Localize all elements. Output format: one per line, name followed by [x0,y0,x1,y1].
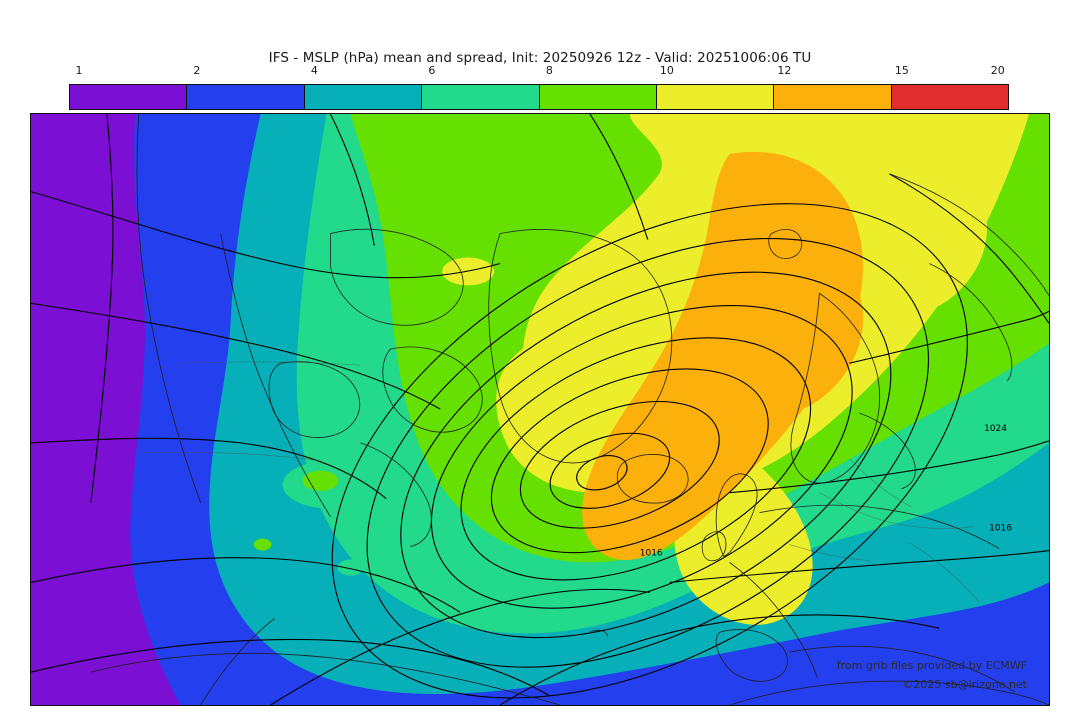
spread-band-12-15-tail [740,251,864,414]
spread-blob-green-small-3 [253,538,272,551]
coast-ireland [701,531,727,562]
coast-britain [715,473,758,558]
coastlines [90,114,1049,705]
contour-sweep-8 [669,549,1049,583]
border-na-1 [180,361,361,366]
colorbar-tick-6: 6 [428,64,436,77]
coast-iberia [715,629,788,682]
contour-sweep-13 [329,114,375,246]
coast-svalbard [768,229,803,259]
spread-blob-green-small-1 [336,508,369,527]
coast-eastcoast-us [220,233,331,517]
contour-ring-8 [366,237,929,668]
contour-sweep-12 [589,114,649,240]
colorbar-tick-20: 20 [990,64,1005,77]
spread-blob-green-west-core [302,470,339,491]
colorbar-tick-10: 10 [659,64,674,77]
border-eu-3 [789,544,870,561]
contour-sweep-4 [31,557,461,613]
political-borders [140,361,980,603]
colorbar-band-10-12 [656,85,775,109]
colorbar-band-1-2 [70,85,188,109]
colorbar-tick-12: 12 [777,64,792,77]
coast-iceland [616,454,689,504]
coast-scandinavia [790,292,881,484]
colorbar: 1 2 4 6 8 10 12 15 20 [69,64,1009,110]
colorbar-band-15-20 [891,85,1008,109]
contour-sweep-14 [90,114,114,503]
coast-westline [136,114,202,503]
contour-ring-2 [549,432,671,509]
border-eu-1 [819,492,974,529]
contour-label-1024: 1024 [984,424,1007,434]
contour-sweep-3 [31,437,387,500]
contour-sweep-1 [31,191,501,279]
weather-map: 1024 1016 1016 [31,114,1049,705]
mslp-contours [31,114,1049,705]
contour-ring-6 [430,304,853,609]
coast-greenland [488,229,673,464]
coast-baltic [859,412,916,490]
border-na-2 [140,451,321,462]
page-title: IFS - MSLP (hPa) mean and spread, Init: … [268,50,812,66]
contour-ring-9 [331,203,968,699]
contour-ring-7 [400,271,892,639]
colorbar-band-2-4 [187,85,305,109]
contour-sweep-9 [729,440,1049,494]
coast-russia-arctic [889,173,1049,296]
coast-south-land [90,653,561,705]
contour-sweep-2 [31,302,441,410]
colorbar-tick-2: 2 [193,64,201,77]
coast-hudson [268,361,361,438]
contour-label-1016-b: 1016 [989,524,1012,534]
contour-label-1016-a: 1016 [640,549,663,559]
contour-sweep-7 [499,614,940,705]
coast-azores [589,629,609,637]
contour-sweep-11 [889,173,1049,324]
contour-ring-3 [519,400,720,529]
coast-europe-north [759,504,1000,549]
colorbar-tick-15: 15 [894,64,909,77]
coast-africa-north [729,680,1049,705]
coast-europe-west [729,562,818,679]
colorbar-tick-8: 8 [545,64,553,77]
coast-labrador [360,442,432,547]
colorbar-band-8-10 [539,85,657,109]
contour-ring-1 [576,455,628,491]
spread-blob-green-small-2 [337,559,364,576]
colorbar-band-6-8 [422,85,540,109]
colorbar-tick-1: 1 [75,64,83,77]
border-eu-4 [909,542,980,603]
spread-blob-green-small-4 [453,455,498,480]
contour-sweep-5 [31,638,551,697]
contour-labels: 1024 1016 1016 [640,424,1012,559]
contour-ring-4 [490,368,769,554]
colorbar-tick-4: 4 [310,64,318,77]
colorbar-tick-labels: 1 2 4 6 8 10 12 15 20 [69,64,1009,82]
border-eu-2 [849,458,912,507]
coast-canada-arctic [329,228,464,326]
colorbar-band-4-6 [304,85,423,109]
coast-sa-line [200,617,275,705]
coast-baffin [382,346,483,433]
coast-novaya [929,263,1013,382]
contour-sweep-6 [270,588,650,705]
map-panel[interactable]: 1024 1016 1016 from grib files provided … [30,113,1050,706]
colorbar-band-12-15 [774,85,892,109]
coast-med [789,645,1016,693]
colorbar-gradient [69,84,1009,110]
